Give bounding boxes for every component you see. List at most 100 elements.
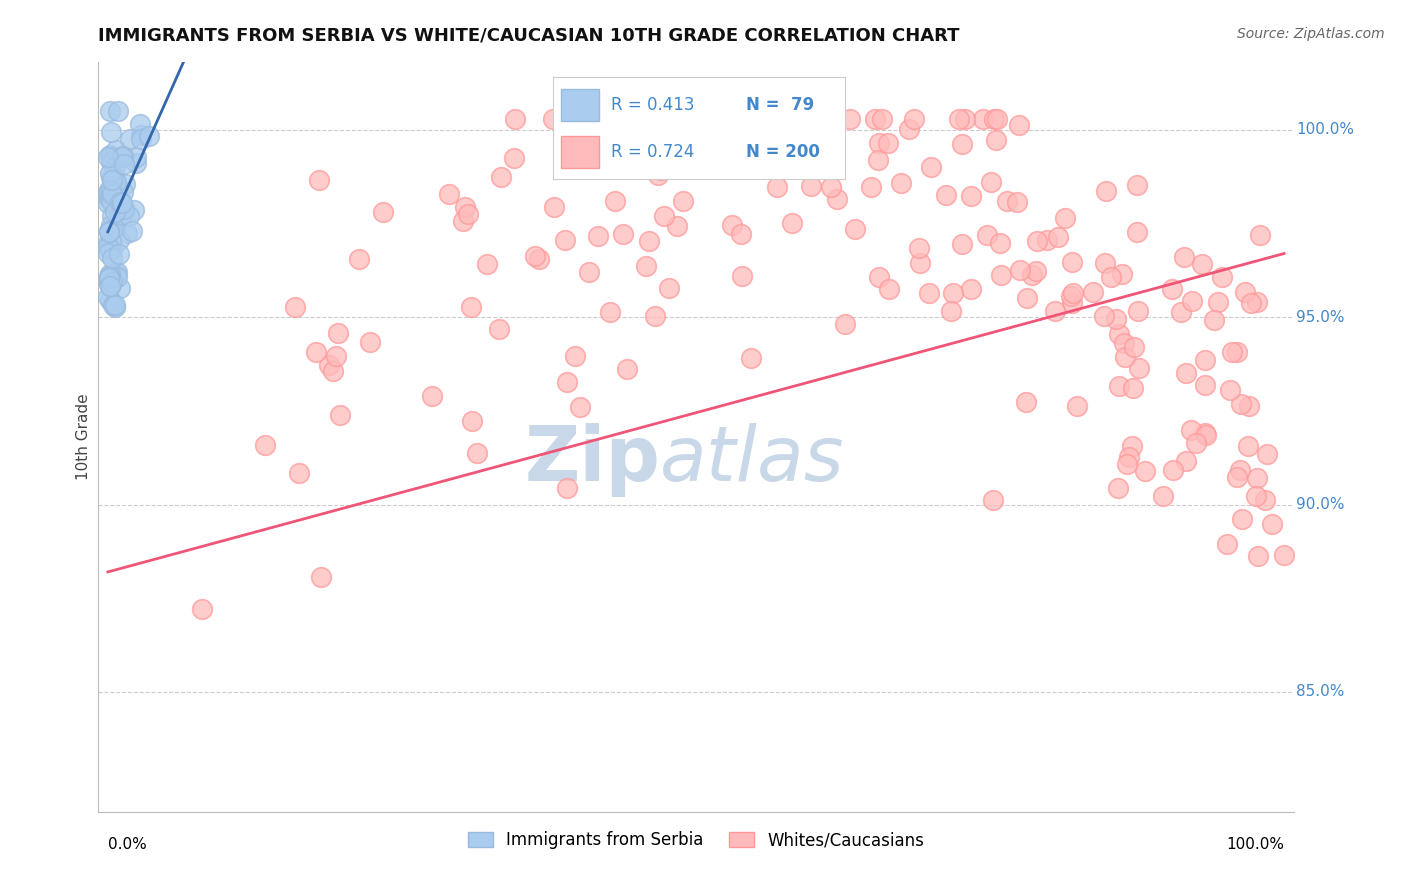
Point bbox=[491, 170, 513, 185]
Point bbox=[1218, 383, 1240, 397]
Point bbox=[107, 206, 129, 220]
Point bbox=[950, 137, 973, 152]
Point bbox=[741, 112, 763, 126]
Point bbox=[322, 364, 344, 378]
Point bbox=[1220, 344, 1243, 359]
Text: 100.0%: 100.0% bbox=[1226, 837, 1284, 852]
Point bbox=[1206, 295, 1229, 310]
Point bbox=[1099, 270, 1122, 285]
Point bbox=[1094, 256, 1116, 270]
Point bbox=[794, 134, 817, 148]
Point bbox=[1226, 470, 1249, 484]
Point bbox=[1226, 344, 1249, 359]
Point bbox=[897, 121, 920, 136]
Point bbox=[1215, 537, 1237, 551]
Point bbox=[111, 151, 134, 165]
Point bbox=[98, 191, 121, 205]
Point bbox=[790, 150, 813, 164]
Point bbox=[942, 286, 965, 301]
Point bbox=[1115, 457, 1137, 471]
Point bbox=[460, 301, 482, 315]
Point bbox=[634, 259, 657, 273]
Point bbox=[692, 112, 714, 126]
Point bbox=[765, 179, 787, 194]
Point bbox=[104, 300, 127, 314]
Point bbox=[1202, 313, 1225, 327]
Point bbox=[730, 227, 752, 241]
Point bbox=[191, 601, 214, 615]
Point bbox=[104, 220, 127, 235]
Point bbox=[733, 120, 755, 134]
Point bbox=[97, 224, 120, 238]
Point bbox=[658, 281, 681, 295]
Point bbox=[100, 218, 122, 232]
Point bbox=[104, 205, 127, 219]
Point bbox=[1133, 464, 1156, 478]
Text: atlas: atlas bbox=[661, 423, 845, 497]
Point bbox=[98, 278, 121, 293]
Point bbox=[672, 194, 695, 208]
Point bbox=[101, 243, 124, 257]
Point bbox=[820, 180, 842, 194]
Point bbox=[1114, 336, 1136, 351]
Point bbox=[1111, 267, 1133, 281]
Point bbox=[1126, 178, 1149, 192]
Point bbox=[1066, 399, 1088, 413]
Point bbox=[557, 481, 579, 495]
Point bbox=[100, 184, 122, 198]
Point bbox=[1261, 517, 1284, 532]
Point bbox=[1247, 549, 1270, 564]
Point bbox=[586, 229, 609, 244]
Point bbox=[683, 130, 706, 145]
Point bbox=[97, 186, 120, 200]
Point bbox=[818, 112, 841, 126]
Point bbox=[97, 225, 120, 239]
Point bbox=[359, 334, 381, 349]
Point bbox=[98, 244, 121, 258]
Point bbox=[1045, 304, 1067, 318]
Point bbox=[599, 304, 621, 318]
Point bbox=[651, 112, 673, 126]
Point bbox=[105, 267, 128, 281]
Point bbox=[105, 143, 128, 157]
Point bbox=[100, 155, 122, 169]
Point bbox=[467, 446, 489, 460]
Point bbox=[981, 493, 1004, 508]
Point bbox=[935, 188, 957, 202]
Point bbox=[101, 210, 124, 224]
Point bbox=[454, 200, 477, 214]
Point bbox=[101, 153, 124, 168]
Point bbox=[1046, 230, 1069, 244]
Point bbox=[972, 112, 994, 126]
Point bbox=[114, 202, 136, 216]
Point bbox=[108, 247, 131, 261]
Point bbox=[839, 112, 862, 126]
Point bbox=[606, 112, 628, 126]
Point bbox=[97, 240, 120, 254]
Point bbox=[983, 112, 1005, 126]
Point bbox=[1237, 440, 1260, 454]
Point bbox=[1161, 282, 1184, 296]
Point bbox=[101, 186, 124, 201]
Text: 0.0%: 0.0% bbox=[108, 837, 146, 852]
Point bbox=[1161, 463, 1184, 477]
Point bbox=[1092, 309, 1115, 323]
Text: 100.0%: 100.0% bbox=[1296, 122, 1354, 137]
Point bbox=[1036, 233, 1059, 247]
Point bbox=[868, 136, 890, 150]
Point bbox=[112, 157, 135, 171]
Point bbox=[97, 183, 120, 197]
Point bbox=[97, 195, 120, 210]
Point bbox=[731, 268, 754, 283]
Point bbox=[1053, 211, 1076, 225]
Point bbox=[1244, 489, 1267, 503]
Point bbox=[111, 208, 134, 222]
Point bbox=[328, 326, 350, 341]
Point bbox=[1180, 423, 1202, 437]
Point bbox=[288, 466, 311, 480]
Point bbox=[98, 269, 121, 284]
Point bbox=[103, 173, 125, 187]
Point bbox=[603, 194, 626, 209]
Point bbox=[97, 290, 120, 304]
Legend: Immigrants from Serbia, Whites/Caucasians: Immigrants from Serbia, Whites/Caucasian… bbox=[461, 824, 931, 855]
